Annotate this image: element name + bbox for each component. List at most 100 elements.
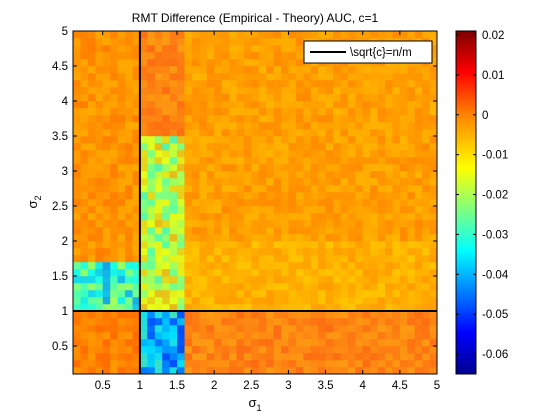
heatmap-cell: [310, 136, 319, 144]
heatmap-cell: [132, 360, 141, 368]
heatmap-cell: [73, 164, 81, 172]
heatmap-cell: [281, 178, 289, 186]
heatmap-cell: [347, 346, 356, 354]
heatmap-cell: [229, 255, 237, 263]
heatmap-cell: [377, 367, 386, 374]
heatmap-cell: [295, 94, 304, 102]
heatmap-cell: [73, 101, 81, 109]
heatmap-cell: [377, 227, 386, 235]
heatmap-cell: [266, 185, 274, 193]
heatmap-cell: [236, 66, 245, 74]
heatmap-cell: [266, 311, 274, 319]
heatmap-cell: [243, 136, 252, 144]
heatmap-cell: [229, 220, 237, 228]
heatmap-cell: [236, 262, 245, 270]
heatmap-cell: [392, 206, 401, 214]
heatmap-cell: [258, 164, 267, 172]
heatmap-cell: [154, 241, 163, 249]
heatmap-cell: [251, 192, 260, 200]
heatmap-cell: [251, 38, 260, 46]
heatmap-cell: [251, 346, 260, 354]
heatmap-cell: [310, 108, 319, 116]
heatmap-cell: [377, 297, 386, 305]
heatmap-cell: [273, 255, 282, 263]
heatmap-cell: [229, 73, 237, 81]
heatmap-cell: [95, 311, 104, 319]
heatmap-cell: [206, 129, 215, 137]
heatmap-cell: [407, 94, 416, 102]
heatmap-cell: [362, 101, 371, 109]
heatmap-cell: [429, 52, 437, 60]
y-tick-label: 4.5: [52, 61, 68, 73]
heatmap-cell: [370, 255, 378, 263]
heatmap-cell: [199, 332, 208, 340]
heatmap-cell: [102, 241, 111, 249]
heatmap-cell: [177, 31, 185, 39]
heatmap-cell: [288, 353, 297, 361]
heatmap-cell: [407, 31, 416, 39]
heatmap-cell: [392, 248, 401, 256]
heatmap-cell: [102, 94, 111, 102]
heatmap-cell: [333, 213, 341, 221]
heatmap-cell: [362, 143, 371, 151]
heatmap-cell: [221, 297, 230, 305]
heatmap-cell: [392, 122, 401, 130]
heatmap-cell: [147, 31, 156, 32]
heatmap-cell: [221, 94, 230, 102]
heatmap-cell: [347, 206, 356, 214]
heatmap-cell: [184, 129, 193, 137]
heatmap-cell: [154, 87, 163, 95]
heatmap-cell: [429, 346, 437, 354]
heatmap-cell: [370, 94, 378, 102]
heatmap-cell: [236, 185, 245, 193]
heatmap-cell: [243, 290, 252, 298]
heatmap-cell: [191, 199, 200, 207]
heatmap-cell: [377, 325, 386, 333]
heatmap-cell: [243, 157, 252, 165]
heatmap-cell: [385, 353, 393, 361]
heatmap-cell: [87, 192, 96, 200]
heatmap-cell: [154, 227, 163, 235]
heatmap-cell: [221, 346, 230, 354]
heatmap-cell: [392, 199, 401, 207]
heatmap-cell: [340, 283, 349, 291]
heatmap-cell: [422, 367, 430, 374]
heatmap-cell: [191, 339, 200, 347]
heatmap-cell: [132, 234, 141, 242]
heatmap-cell: [206, 290, 215, 298]
heatmap-cell: [422, 290, 430, 298]
heatmap-cell: [199, 164, 208, 172]
heatmap-cell: [258, 87, 267, 95]
heatmap-cell: [162, 304, 170, 312]
heatmap-cell: [407, 178, 416, 186]
heatmap-cell: [347, 101, 356, 109]
heatmap-cell: [392, 325, 401, 333]
heatmap-cell: [110, 31, 118, 32]
heatmap-cell: [139, 108, 148, 116]
heatmap-cell: [318, 332, 326, 340]
heatmap-cell: [347, 129, 356, 137]
heatmap-cell: [385, 164, 393, 172]
heatmap-cell: [325, 31, 334, 32]
heatmap-cell: [73, 297, 81, 305]
heatmap-cell: [407, 136, 416, 144]
heatmap-cell: [392, 192, 401, 200]
heatmap-cell: [377, 129, 386, 137]
heatmap-cell: [370, 269, 378, 277]
heatmap-cell: [429, 143, 437, 151]
heatmap-cell: [102, 220, 111, 228]
heatmap-cell: [273, 52, 282, 60]
heatmap-cell: [407, 346, 416, 354]
heatmap-cell: [347, 31, 356, 39]
heatmap-cell: [221, 66, 230, 74]
heatmap-cell: [110, 185, 118, 193]
heatmap-cell: [414, 213, 423, 221]
heatmap-cell: [177, 87, 185, 95]
heatmap-cell: [125, 31, 133, 32]
heatmap-cell: [221, 178, 230, 186]
heatmap-cell: [347, 178, 356, 186]
heatmap-cell: [110, 171, 118, 179]
heatmap-cell: [318, 262, 326, 270]
heatmap-cell: [414, 80, 423, 88]
heatmap-cell: [236, 115, 245, 123]
